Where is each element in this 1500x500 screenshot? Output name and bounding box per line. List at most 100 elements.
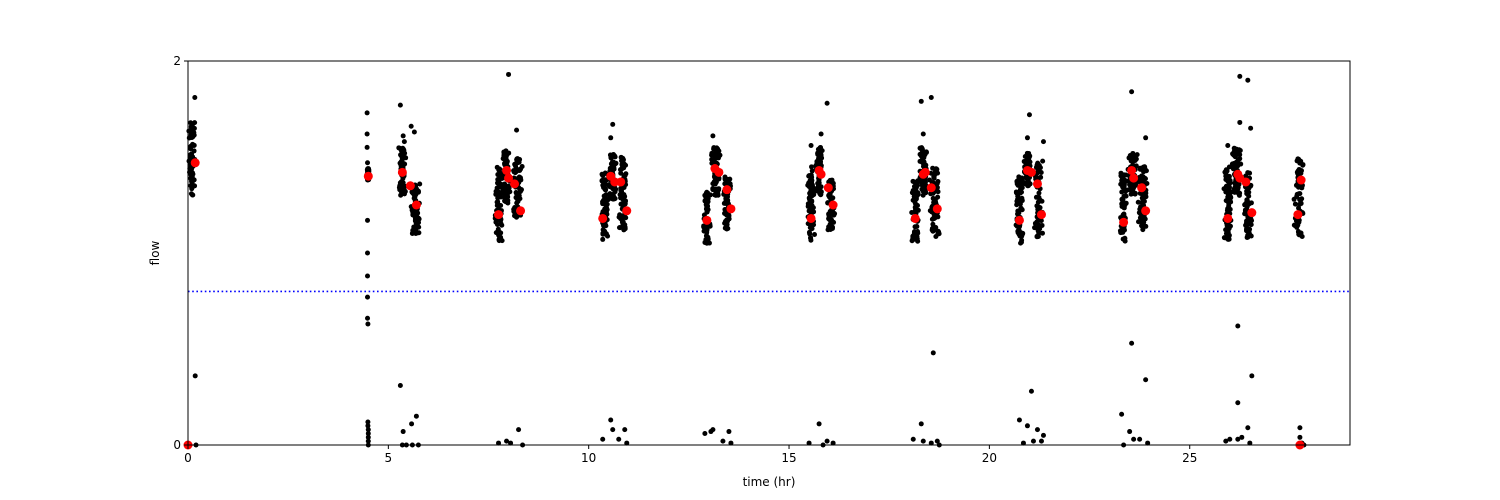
raw-data-point xyxy=(192,183,198,189)
raw-data-point xyxy=(808,237,814,243)
raw-data-point xyxy=(1025,159,1031,165)
raw-data-point xyxy=(416,230,422,236)
summary-data-point xyxy=(1127,165,1137,175)
raw-data-point xyxy=(191,130,197,136)
raw-data-point xyxy=(1038,438,1044,444)
x-tick-label: 25 xyxy=(1182,451,1197,465)
raw-data-point xyxy=(816,180,822,186)
raw-data-point xyxy=(726,212,732,218)
raw-data-point xyxy=(622,427,628,433)
raw-data-point xyxy=(816,421,822,427)
raw-data-point xyxy=(705,199,711,205)
summary-data-point xyxy=(1241,177,1251,187)
raw-data-point xyxy=(365,217,371,223)
raw-data-point xyxy=(513,166,519,172)
raw-data-point xyxy=(365,315,371,321)
raw-data-point xyxy=(1034,427,1040,433)
raw-data-point xyxy=(1232,146,1238,152)
raw-data-point xyxy=(704,209,710,215)
raw-data-point xyxy=(1123,193,1129,199)
raw-data-point xyxy=(613,186,619,192)
raw-data-point xyxy=(1295,156,1301,162)
raw-data-point xyxy=(808,174,814,180)
x-tick-label: 15 xyxy=(781,451,796,465)
raw-data-point xyxy=(1121,211,1127,217)
summary-data-point xyxy=(1026,167,1036,177)
raw-data-point xyxy=(192,94,198,100)
raw-data-point xyxy=(403,155,409,161)
summary-data-point xyxy=(1032,179,1042,189)
raw-data-point xyxy=(603,231,609,237)
raw-data-point xyxy=(497,166,503,172)
raw-data-point xyxy=(188,169,194,175)
summary-data-point xyxy=(190,158,200,168)
raw-data-point xyxy=(809,193,815,199)
summary-data-point xyxy=(702,215,712,225)
raw-data-point xyxy=(1246,189,1252,195)
raw-data-point xyxy=(806,440,812,446)
raw-data-point xyxy=(921,180,927,186)
raw-data-point xyxy=(1294,224,1300,230)
raw-data-point xyxy=(1121,226,1127,232)
raw-data-point xyxy=(910,436,916,442)
raw-data-point xyxy=(365,430,371,436)
raw-data-point xyxy=(818,192,824,198)
raw-data-point xyxy=(1226,185,1232,191)
raw-data-point xyxy=(935,214,941,220)
raw-data-point xyxy=(930,221,936,227)
raw-data-point xyxy=(1247,440,1253,446)
raw-data-point xyxy=(397,382,403,388)
raw-data-point xyxy=(620,157,626,163)
raw-data-point xyxy=(830,440,836,446)
raw-data-point xyxy=(400,429,406,435)
raw-data-point xyxy=(1123,200,1129,206)
raw-data-point xyxy=(809,203,815,209)
summary-data-point xyxy=(405,181,415,191)
raw-data-point xyxy=(1137,436,1143,442)
raw-data-point xyxy=(1227,206,1233,212)
raw-data-point xyxy=(824,100,830,106)
raw-data-point xyxy=(1025,154,1031,160)
raw-data-point xyxy=(1244,204,1250,210)
raw-data-point xyxy=(608,417,614,423)
summary-data-point xyxy=(1141,206,1151,216)
raw-data-point xyxy=(1129,340,1135,346)
summary-data-series xyxy=(183,158,1306,450)
raw-data-point xyxy=(365,250,371,256)
raw-data-point xyxy=(1130,190,1136,196)
raw-data-point xyxy=(365,419,371,425)
raw-data-point xyxy=(1144,181,1150,186)
x-axis-ticks: 0 5 10 15 20 25 xyxy=(184,445,1197,465)
raw-data-point xyxy=(827,217,833,223)
raw-data-point xyxy=(1299,234,1305,240)
raw-data-point xyxy=(713,150,719,156)
summary-data-point xyxy=(622,206,632,216)
raw-data-point xyxy=(931,175,937,181)
raw-data-point xyxy=(1036,167,1042,173)
summary-data-point xyxy=(1137,183,1147,193)
summary-data-point xyxy=(504,173,514,183)
raw-data-point xyxy=(1037,205,1043,211)
y-axis-ticks: 02 xyxy=(173,54,188,452)
raw-data-point xyxy=(416,216,422,222)
raw-data-point xyxy=(809,198,815,204)
raw-data-point xyxy=(832,211,838,217)
raw-data-point xyxy=(1127,429,1133,435)
raw-data-point xyxy=(191,125,197,131)
summary-data-point xyxy=(920,167,930,177)
axes-frame xyxy=(187,60,1351,446)
raw-data-point xyxy=(1019,185,1025,191)
raw-data-point xyxy=(1294,191,1300,197)
raw-data-point xyxy=(1297,201,1303,207)
raw-data-point xyxy=(608,135,614,141)
raw-data-point xyxy=(1036,222,1042,228)
raw-data-point xyxy=(399,182,405,188)
raw-data-point xyxy=(400,133,406,139)
raw-data-point xyxy=(1121,172,1127,178)
raw-data-point xyxy=(408,123,414,129)
raw-data-point xyxy=(928,440,934,446)
raw-data-point xyxy=(931,215,937,221)
raw-data-point xyxy=(1131,436,1137,442)
raw-data-point xyxy=(809,179,815,185)
raw-data-point xyxy=(726,176,732,182)
